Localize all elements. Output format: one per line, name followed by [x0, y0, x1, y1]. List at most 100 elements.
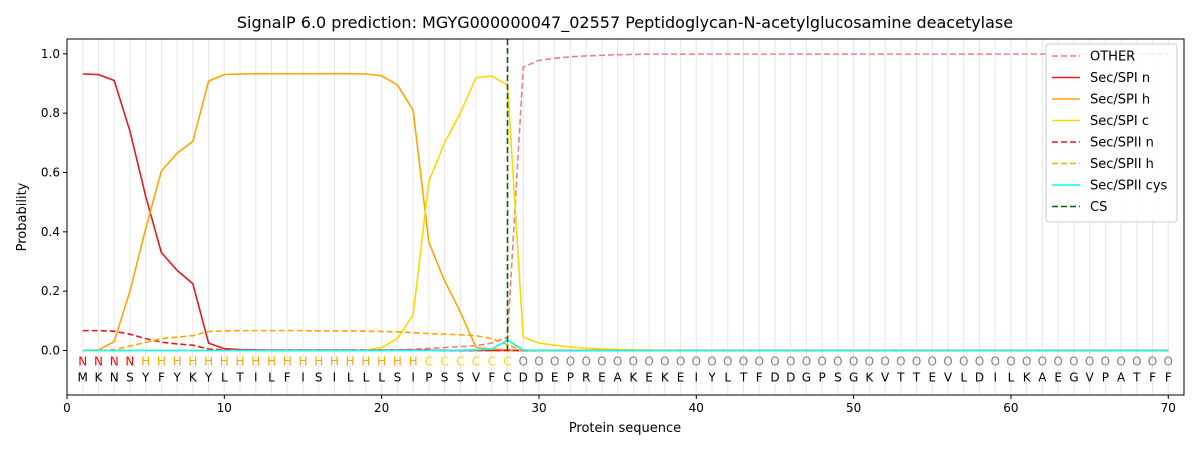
residue-label: S [126, 371, 134, 385]
legend-label: Sec/SPI c [1090, 114, 1149, 129]
region-label: O [912, 354, 921, 368]
residue-label: D [975, 371, 984, 385]
residue-label: L [268, 371, 275, 385]
residue-label: T [896, 371, 905, 385]
region-label: O [880, 354, 889, 368]
y-axis-label: Probability [15, 182, 30, 251]
region-label: H [314, 354, 323, 368]
y-tick-label: 0.4 [41, 225, 60, 239]
region-label: O [1053, 354, 1062, 368]
region-label: H [236, 354, 245, 368]
series-line-sec-spi-c [82, 75, 1169, 352]
residue-label: K [661, 371, 670, 385]
region-label: O [928, 354, 937, 368]
legend-label: CS [1090, 200, 1107, 215]
region-label: O [990, 354, 999, 368]
residue-label: Y [204, 371, 213, 385]
region-label: O [1101, 354, 1110, 368]
series-line-sec-spii-cys [82, 339, 1169, 352]
region-label: O [896, 354, 905, 368]
region-label: O [597, 354, 606, 368]
residue-label: I [333, 371, 337, 385]
region-label: O [676, 354, 685, 368]
residue-label: F [488, 371, 495, 385]
region-label: O [707, 354, 716, 368]
residue-label: D [519, 371, 528, 385]
region-label: C [456, 354, 464, 368]
region-label: C [425, 354, 433, 368]
region-label: O [849, 354, 858, 368]
residue-label: G [849, 371, 858, 385]
residue-label: T [739, 371, 748, 385]
residue-label: V [472, 371, 481, 385]
region-label: O [833, 354, 842, 368]
legend-label: Sec/SPII cys [1090, 179, 1168, 194]
region-label: O [786, 354, 795, 368]
region-label: N [110, 354, 119, 368]
residue-label: I [254, 371, 258, 385]
residue-label: R [582, 371, 590, 385]
residue-label: P [425, 371, 432, 385]
region-label: O [770, 354, 779, 368]
y-tick-label: 0.8 [41, 106, 60, 120]
region-label: O [975, 354, 984, 368]
region-label: O [1116, 354, 1125, 368]
residue-label: I [695, 371, 699, 385]
region-label: C [472, 354, 480, 368]
residue-label: K [865, 371, 874, 385]
series-line-other [82, 53, 1169, 352]
residue-label: G [1069, 371, 1078, 385]
plot-frame [66, 38, 1185, 396]
legend-box [1045, 43, 1178, 223]
region-label: O [660, 354, 669, 368]
region-label: O [581, 354, 590, 368]
region-label: N [78, 354, 87, 368]
residue-label: K [95, 371, 104, 385]
region-label: O [566, 354, 575, 368]
residue-label: E [598, 371, 606, 385]
region-label: O [943, 354, 952, 368]
residue-label: F [756, 371, 763, 385]
residue-label: Y [707, 371, 716, 385]
region-label: O [1132, 354, 1141, 368]
residue-label: Y [172, 371, 181, 385]
region-label: O [723, 354, 732, 368]
residue-label: D [534, 371, 543, 385]
residue-label: I [993, 371, 997, 385]
residue-label: S [394, 371, 402, 385]
region-label: O [1069, 354, 1078, 368]
residue-label: S [834, 371, 842, 385]
residue-label: K [1023, 371, 1032, 385]
legend-label: Sec/SPI n [1090, 71, 1150, 86]
region-label: O [692, 354, 701, 368]
x-tick-label: 30 [531, 401, 546, 415]
region-label: H [157, 354, 166, 368]
region-label: O [739, 354, 748, 368]
region-label: N [125, 354, 134, 368]
y-tick-label: 0.6 [41, 166, 60, 180]
chart-title: SignalP 6.0 prediction: MGYG000000047_02… [237, 13, 1013, 33]
residue-label: N [110, 371, 119, 385]
region-label: H [204, 354, 213, 368]
region-label: H [188, 354, 197, 368]
region-label: H [298, 354, 307, 368]
region-label: O [1006, 354, 1015, 368]
series-line-sec-spi-h [82, 72, 1169, 352]
region-label: O [802, 354, 811, 368]
residue-label: D [786, 371, 795, 385]
residue-label: S [441, 371, 449, 385]
residue-label: V [881, 371, 890, 385]
residue-label: T [235, 371, 244, 385]
region-label: H [267, 354, 276, 368]
region-label: O [1148, 354, 1157, 368]
legend-label: OTHER [1090, 50, 1135, 65]
residue-label: V [1085, 371, 1094, 385]
grid-layer [82, 39, 1169, 395]
x-axis-label: Protein sequence [569, 421, 681, 436]
residue-label: E [1054, 371, 1062, 385]
residue-label: F [1165, 371, 1172, 385]
residue-label: F [284, 371, 291, 385]
residue-label: I [411, 371, 415, 385]
region-label: O [1022, 354, 1031, 368]
